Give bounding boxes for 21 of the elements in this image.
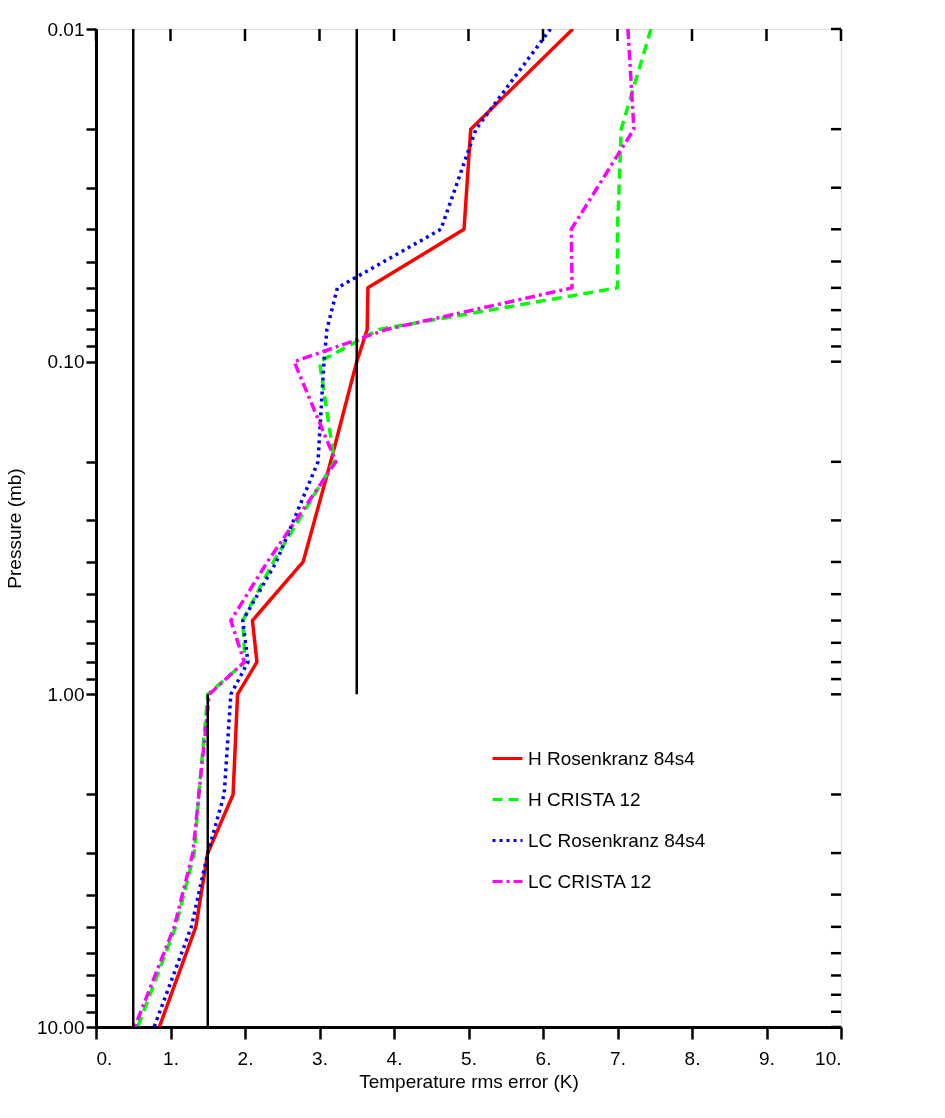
x-tick-label: 2. bbox=[237, 1047, 254, 1069]
x-tick-label: 10. bbox=[815, 1047, 842, 1069]
x-axis-title: Temperature rms error (K) bbox=[359, 1070, 579, 1092]
y-tick-label: 0.10 bbox=[47, 351, 85, 373]
y-tick-label: 0.01 bbox=[47, 18, 85, 40]
x-tick-label: 5. bbox=[461, 1047, 477, 1069]
y-tick-label: 1.00 bbox=[47, 683, 85, 705]
x-tick-label: 4. bbox=[386, 1047, 403, 1069]
legend-label: LC Rosenkranz 84s4 bbox=[528, 829, 706, 851]
legend-label: LC CRISTA 12 bbox=[528, 870, 652, 892]
legend-label: H Rosenkranz 84s4 bbox=[528, 747, 696, 769]
x-tick-label: 3. bbox=[312, 1047, 328, 1069]
x-tick-label: 7. bbox=[610, 1047, 626, 1069]
legend-label: H CRISTA 12 bbox=[528, 788, 641, 810]
y-tick-label: 10.00 bbox=[36, 1016, 85, 1038]
x-tick-label: 6. bbox=[535, 1047, 552, 1069]
y-axis-title: Pressure (mb) bbox=[3, 468, 25, 589]
x-tick-label: 0. bbox=[96, 1047, 113, 1069]
x-tick-label: 1. bbox=[163, 1047, 179, 1069]
x-tick-label: 8. bbox=[684, 1047, 701, 1069]
x-tick-label: 9. bbox=[759, 1047, 775, 1069]
